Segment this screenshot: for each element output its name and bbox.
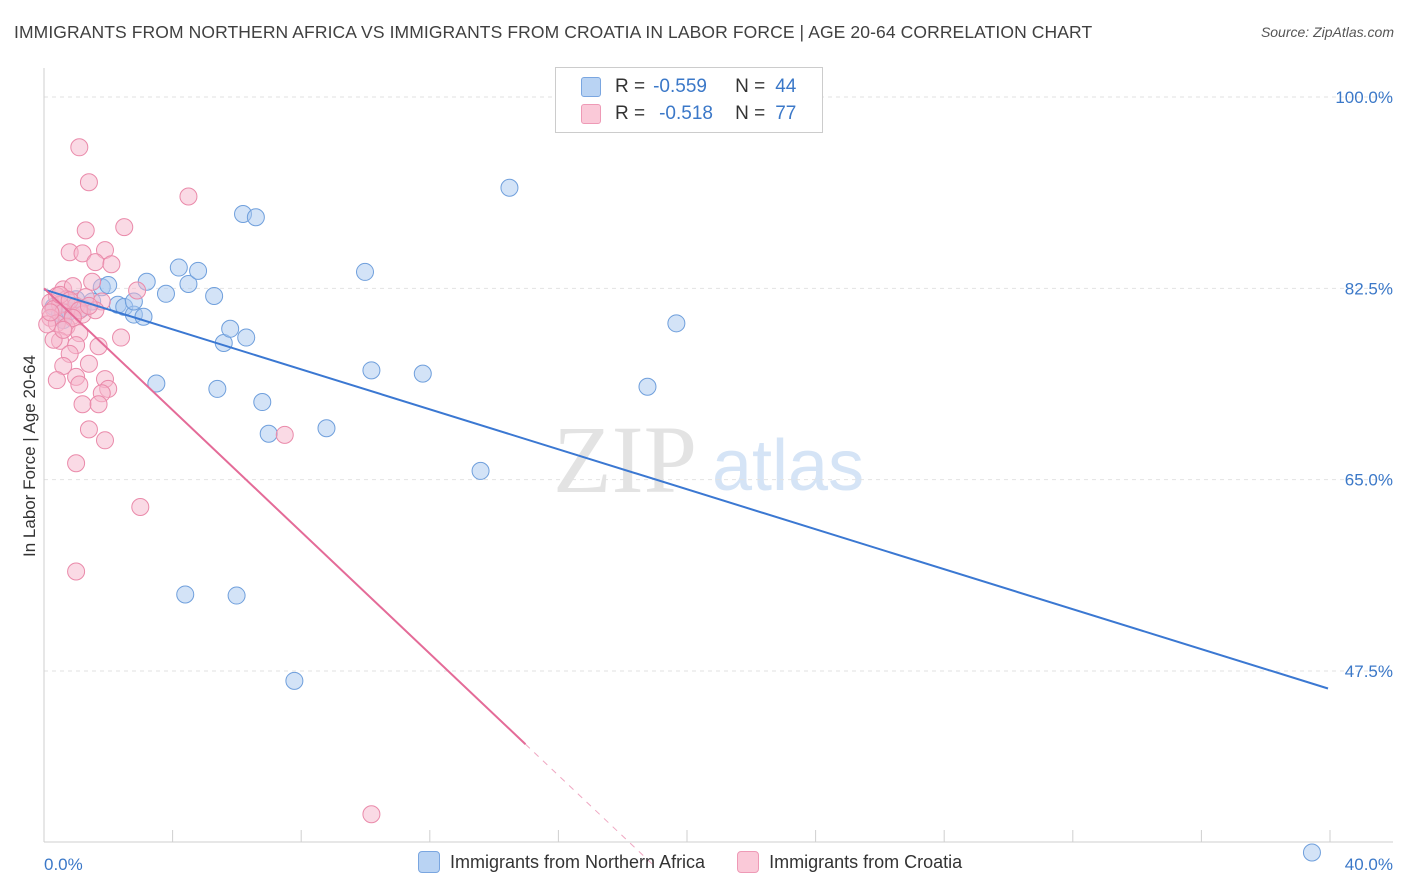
data-point-croatia — [54, 320, 73, 339]
series-northern-africa-points — [44, 178, 1321, 862]
y-tick-label: 47.5% — [1345, 662, 1393, 681]
watermark: ZIP atlas — [553, 406, 864, 513]
data-point-northern-africa — [667, 314, 686, 333]
data-point-northern-africa — [1302, 843, 1321, 862]
legend-n-value: 44 — [775, 76, 797, 97]
y-tick-label: 82.5% — [1345, 279, 1393, 298]
data-point-croatia — [67, 562, 86, 581]
trendlines — [43, 287, 1329, 866]
y-axis-label: In Labor Force | Age 20-64 — [20, 355, 39, 557]
data-point-croatia — [115, 218, 134, 237]
legend-row-croatia: R = -0.518 N = 77 — [556, 101, 796, 127]
data-point-croatia — [70, 375, 89, 394]
data-point-croatia — [89, 337, 108, 356]
legend-n-label: N = — [735, 76, 766, 97]
data-point-northern-africa — [99, 276, 118, 295]
legend-label-northern-africa: Immigrants from Northern Africa — [450, 851, 706, 872]
legend-n-label: N = — [735, 103, 766, 124]
data-point-northern-africa — [500, 178, 519, 197]
data-point-northern-africa — [227, 586, 246, 605]
watermark-zip: ZIP — [553, 406, 697, 513]
data-point-croatia — [63, 308, 82, 327]
x-ticks — [43, 830, 1331, 842]
data-point-northern-africa — [362, 361, 381, 380]
series-legend: Immigrants from Northern Africa Immigran… — [418, 851, 962, 873]
legend-swatch-pink — [581, 104, 601, 124]
data-point-croatia — [41, 303, 60, 322]
data-point-northern-africa — [638, 377, 657, 396]
data-point-northern-africa — [221, 319, 240, 338]
data-point-northern-africa — [413, 364, 432, 383]
legend-label-croatia: Immigrants from Croatia — [769, 851, 963, 872]
data-point-northern-africa — [317, 419, 336, 438]
data-point-northern-africa — [285, 671, 304, 690]
data-point-northern-africa — [176, 585, 195, 604]
data-point-croatia — [112, 328, 131, 347]
legend-r-value: -0.559 — [653, 76, 707, 97]
legend-r-value: -0.518 — [659, 103, 713, 124]
data-point-croatia — [79, 354, 98, 373]
data-point-croatia — [73, 395, 92, 414]
data-point-northern-africa — [156, 284, 175, 303]
y-tick-label: 65.0% — [1345, 471, 1393, 490]
data-point-northern-africa — [208, 379, 227, 398]
data-point-croatia — [76, 221, 95, 240]
legend-swatch-northern-africa — [418, 851, 440, 873]
gridlines — [44, 96, 1393, 672]
legend-row-northern-africa: R = -0.559 N = 44 — [556, 74, 796, 100]
data-point-northern-africa — [179, 274, 198, 293]
legend-r-label: R = — [615, 103, 646, 124]
data-point-croatia — [95, 431, 114, 450]
data-point-northern-africa — [169, 258, 188, 277]
x-tick-label-min: 0.0% — [44, 855, 83, 874]
data-point-croatia — [275, 425, 294, 444]
data-point-northern-africa — [237, 328, 256, 347]
watermark-atlas: atlas — [712, 426, 864, 506]
y-tick-label: 100.0% — [1335, 88, 1393, 107]
data-point-croatia — [102, 255, 121, 274]
legend-n-value: 77 — [775, 103, 797, 124]
data-point-croatia — [79, 173, 98, 192]
source-credit: Source: ZipAtlas.com — [1260, 24, 1394, 40]
data-point-northern-africa — [471, 461, 490, 480]
y-tick-labels: 47.5% 65.0% 82.5% 100.0% — [1335, 88, 1393, 681]
data-point-croatia — [86, 253, 105, 272]
correlation-legend: R = -0.559 N = 44 R = -0.518 N = 77 — [555, 67, 823, 133]
data-point-northern-africa — [189, 261, 208, 280]
legend-r-label: R = — [615, 76, 646, 97]
data-point-croatia — [70, 138, 89, 157]
data-point-northern-africa — [253, 393, 272, 412]
data-point-croatia — [179, 187, 198, 206]
x-tick-label-max: 40.0% — [1345, 855, 1393, 874]
data-point-croatia — [47, 371, 66, 390]
trendline-croatia-extension — [525, 743, 655, 866]
data-point-croatia — [89, 395, 108, 414]
legend-swatch-blue — [581, 77, 601, 97]
trendline-croatia — [43, 287, 527, 745]
data-point-croatia — [131, 498, 150, 516]
data-point-croatia — [73, 244, 92, 263]
chart-title: IMMIGRANTS FROM NORTHERN AFRICA VS IMMIG… — [14, 22, 1093, 42]
trendline-northern-africa — [43, 288, 1329, 690]
data-point-northern-africa — [356, 262, 374, 281]
legend-swatch-croatia — [737, 851, 760, 873]
data-point-croatia — [83, 272, 102, 291]
series-croatia-points — [38, 138, 381, 824]
data-point-northern-africa — [147, 374, 166, 393]
data-point-croatia — [67, 454, 86, 473]
data-point-croatia — [128, 281, 147, 300]
data-point-croatia — [362, 805, 381, 824]
data-point-northern-africa — [246, 208, 265, 227]
data-point-croatia — [79, 420, 98, 439]
data-point-northern-africa — [259, 424, 278, 443]
data-point-northern-africa — [205, 286, 224, 305]
